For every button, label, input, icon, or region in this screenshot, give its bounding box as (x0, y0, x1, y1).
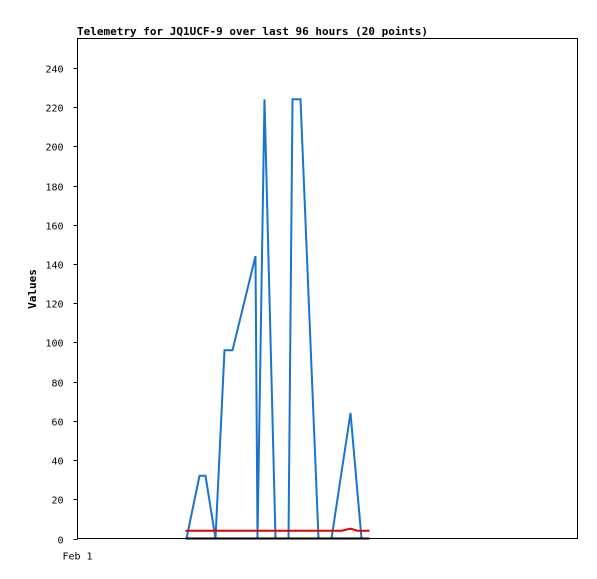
y-axis-label: Values (26, 269, 39, 309)
y-axis: 0 20 40 60 80 100 120 140 160 180 200 220 240 (45, 65, 78, 547)
y-tick-label: 100 (45, 339, 63, 350)
y-tick-label: 0 (57, 536, 63, 547)
y-tick-label: 120 (45, 300, 63, 311)
y-tick-label: 140 (45, 261, 63, 272)
y-tick-label: 20 (51, 496, 63, 507)
series-line-2 (185, 527, 370, 532)
y-tick-label: 200 (45, 143, 63, 154)
series-layer (185, 98, 370, 540)
plot-area (77, 38, 578, 539)
y-tick-label: 160 (45, 222, 63, 233)
y-tick-label: 60 (51, 418, 63, 429)
x-axis: Feb 1 (62, 552, 92, 563)
y-tick-label: 240 (45, 65, 63, 76)
y-tick-label: 180 (45, 183, 63, 194)
y-tick-label: 80 (51, 379, 63, 390)
y-tick-label: 220 (45, 104, 63, 115)
series-line-1 (185, 98, 363, 540)
y-tick-label: 40 (51, 457, 63, 468)
chart-title: Telemetry for JQ1UCF-9 over last 96 hour… (77, 25, 428, 38)
x-tick-label: Feb 1 (62, 552, 92, 563)
